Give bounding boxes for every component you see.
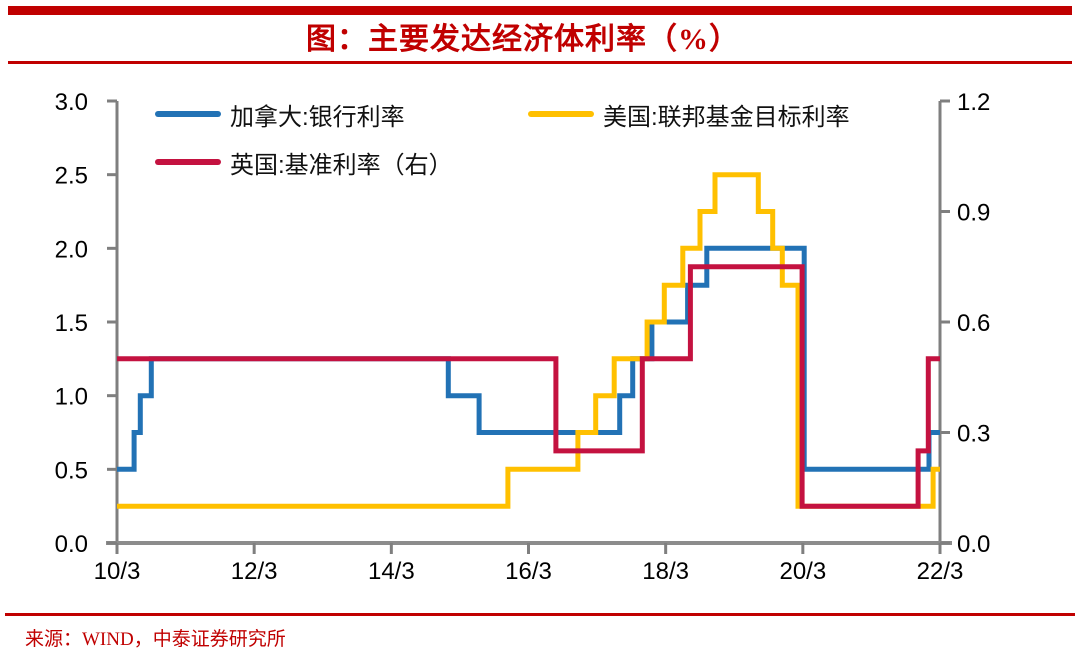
- y-axis-right-tick-label: 0.0: [957, 531, 990, 558]
- x-axis-tick-label: 10/3: [94, 558, 141, 585]
- series-line-uk: [117, 264, 940, 509]
- x-axis-tick-label: 22/3: [917, 558, 964, 585]
- footer-divider: [5, 613, 1075, 616]
- series-line-us: [117, 172, 940, 509]
- legend-item-us: 美国:联邦基金目标利率: [528, 99, 850, 131]
- legend-swatch-uk: [155, 159, 221, 165]
- x-axis-tick-label: 14/3: [368, 558, 415, 585]
- legend-label-uk: 英国:基准利率（右）: [230, 151, 453, 179]
- top-border-bar: [8, 6, 1072, 15]
- y-axis-left-tick-label: 2.0: [55, 236, 88, 263]
- x-axis-tick-label: 18/3: [642, 558, 689, 585]
- legend-item-uk: 英国:基准利率（右）: [155, 147, 453, 179]
- y-axis-left-tick-label: 2.5: [55, 163, 88, 190]
- y-axis-right-tick-label: 0.6: [957, 310, 990, 337]
- legend-swatch-canada: [155, 111, 221, 117]
- legend-item-canada: 加拿大:银行利率: [155, 99, 405, 131]
- y-axis-left-tick-label: 1.5: [55, 310, 88, 337]
- source-note: 来源：WIND，中泰证券研究所: [25, 629, 286, 650]
- legend-swatch-us: [528, 111, 594, 117]
- y-axis-left-tick-label: 0.0: [55, 531, 88, 558]
- x-axis-tick-label: 16/3: [505, 558, 552, 585]
- legend-label-canada: 加拿大:银行利率: [230, 103, 405, 131]
- y-axis-right-tick-label: 0.9: [957, 200, 990, 227]
- title-divider: [8, 61, 1072, 64]
- y-axis-left-tick-label: 0.5: [55, 457, 88, 484]
- series-line-canada: [117, 245, 940, 472]
- legend-label-us: 美国:联邦基金目标利率: [603, 103, 850, 131]
- y-axis-right-tick-label: 1.2: [957, 89, 990, 116]
- chart-title: 图：主要发达经济体利率（%）: [306, 23, 740, 56]
- x-axis-tick-label: 20/3: [779, 558, 826, 585]
- y-axis-left-tick-label: 1.0: [55, 384, 88, 411]
- y-axis-left-tick-label: 3.0: [55, 89, 88, 116]
- y-axis-right-tick-label: 0.3: [957, 421, 990, 448]
- x-axis-tick-label: 12/3: [231, 558, 278, 585]
